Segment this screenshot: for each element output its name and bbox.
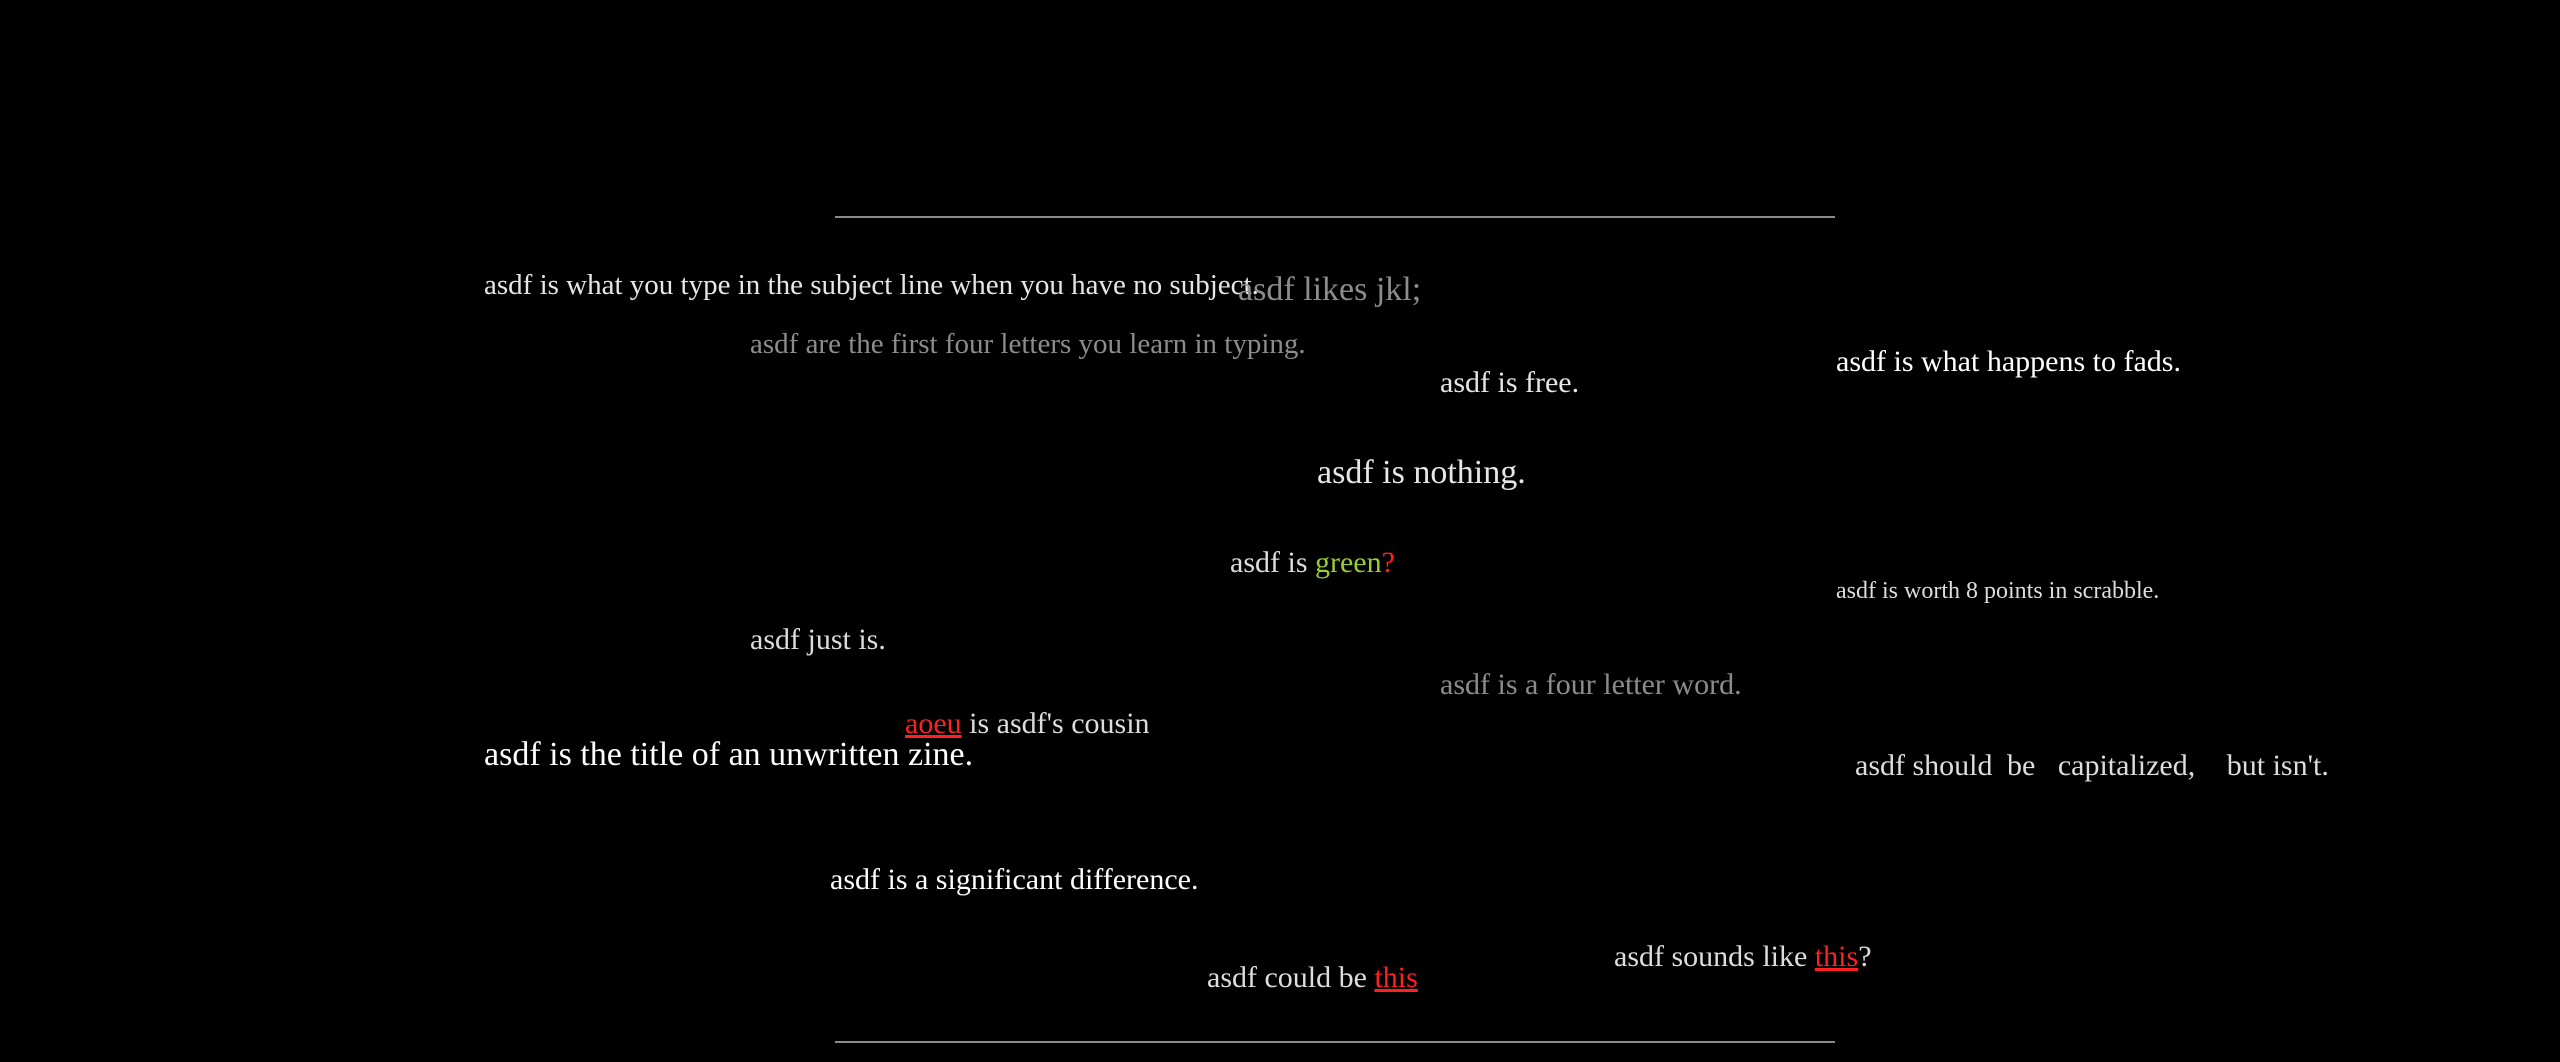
sounds-like-line: sounds like this? (1671, 940, 1871, 973)
text-fragment: ? (1858, 940, 1872, 973)
nothing-text: asdf is nothing. (1317, 454, 1526, 491)
aoeu-link[interactable]: aoeu (905, 707, 962, 740)
text-fragment: sounds like (1671, 940, 1815, 973)
text-line: line (899, 269, 944, 301)
text-line: is (1287, 546, 1308, 579)
sounds-like-this-text: asdf sounds like this? (1614, 938, 1872, 977)
text-fragment: asdf could be (1207, 961, 1375, 994)
text-line: to fads. (2092, 345, 2181, 378)
text-line: be (2007, 749, 2036, 782)
text-line: asdf is what (484, 269, 623, 301)
bottom-horizontal-rule (835, 1041, 1835, 1043)
text-line: asdf's cousin (996, 707, 1150, 740)
this-link[interactable]: this (1814, 940, 1859, 973)
text-line: you type (629, 269, 731, 301)
text-line: asdf (1614, 940, 1664, 973)
text-line: asdf are the first (750, 328, 938, 360)
text-line: asdf is a four (1440, 668, 1596, 701)
green-word: green (1315, 546, 1382, 579)
could-be-this-text: asdf could be this (1207, 958, 1418, 997)
cousin-line-1: aoeu is (905, 707, 989, 740)
unwritten-zine-text: asdf is the title of an unwritten zine. (484, 733, 973, 776)
green-line: green? (1315, 546, 1395, 579)
scrabble-text: asdf is worth 8 points in scrabble. (1836, 578, 2160, 604)
significant-difference-text: asdf is a significant difference. (830, 863, 1199, 896)
text-line: when you have (950, 269, 1126, 301)
subject-line-text: asdf is what you type in the subject lin… (484, 266, 1259, 305)
text-line: four letters you (944, 328, 1123, 360)
green-text: asdf is green? (1230, 544, 1395, 583)
top-horizontal-rule (835, 216, 1835, 218)
likes-jkl-text: asdf likes jkl; (1238, 271, 1422, 308)
text-line: no subject. (1133, 269, 1259, 301)
text-line: asdf (1230, 546, 1280, 579)
text-line: asdf is the title (484, 736, 684, 773)
just-is-text: asdf just is. (750, 623, 886, 656)
text-line: what (1921, 345, 1980, 378)
first-letters-text: asdf are the first four letters you lear… (750, 325, 1306, 364)
text-line: learn in typing. (1129, 328, 1306, 360)
text-fragment: is (961, 707, 990, 740)
text-line: of (691, 736, 721, 773)
four-letter-word-text: asdf is a four letter word. (1440, 666, 1742, 705)
text-line: capitalized, (2057, 749, 2196, 782)
text-line: an unwritten zine. (728, 736, 974, 773)
text-line: but isn't. (2226, 749, 2329, 782)
text-line: happens (1986, 345, 2086, 378)
cousin-text: aoeu is asdf's cousin (905, 705, 1150, 744)
capitalized-text: asdf should be capitalized, but isn't. (1855, 747, 2329, 786)
text-line: in the subject (737, 269, 893, 301)
text-line: asdf should (1855, 749, 1993, 782)
fads-text: asdf is what happens to fads. (1836, 343, 2181, 382)
free-text: asdf is free. (1440, 366, 1580, 399)
text-line: asdf is (1836, 345, 1914, 378)
red-question-mark: ? (1381, 546, 1395, 579)
this-link[interactable]: this (1374, 961, 1418, 994)
text-line: letter word. (1603, 668, 1742, 701)
